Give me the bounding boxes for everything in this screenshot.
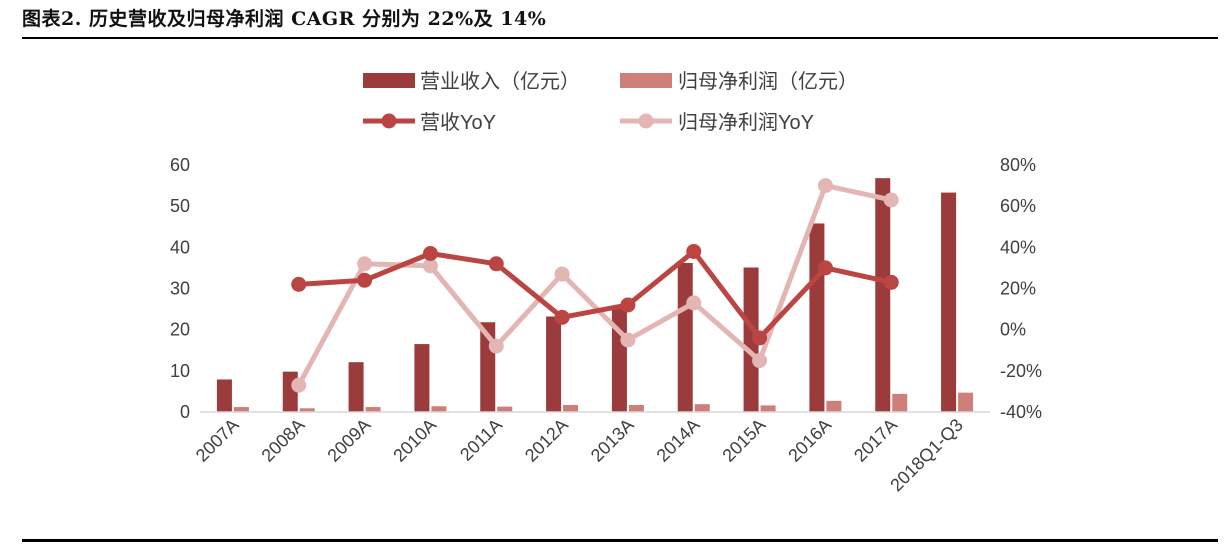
profit-yoy-point [752,353,768,369]
top-rule [22,37,1218,39]
right-tick-label: 20% [1000,279,1036,299]
revenue-yoy-point [291,276,307,292]
profit-bar [563,405,579,412]
right-tick-label: 80% [1000,155,1036,175]
legend-swatch-revenue [363,73,415,88]
legend: 营业收入（亿元） 归母净利润（亿元） 营收YoY 归母净利润YoY [363,70,858,134]
x-tick-label: 2010A [389,415,440,466]
bars [216,178,974,412]
x-tick-label: 2009A [323,415,374,466]
revenue-yoy-point [686,243,702,259]
revenue-bar [941,192,957,412]
revenue-yoy-point [752,330,768,346]
revenue-bar [348,362,364,412]
profit-yoy-point [817,178,833,194]
left-tick-label: 60 [170,155,190,175]
revenue-bar [677,262,693,412]
profit-bar [694,404,710,412]
profit-bar [958,392,974,412]
profit-bar [431,406,447,412]
revenue-yoy-point [883,274,899,290]
x-tick-label: 2015A [718,415,769,466]
x-tick-label: 2017A [850,415,901,466]
right-tick-label: 60% [1000,196,1036,216]
left-tick-label: 10 [170,361,190,381]
profit-yoy-point [488,338,504,354]
profit-yoy-point [620,332,636,348]
legend-swatch-profit [620,73,672,88]
revenue-yoy-line [296,248,894,341]
revenue-bar [809,223,825,412]
profit-bar [365,407,381,412]
x-tick-label: 2014A [653,415,704,466]
left-tick-label: 40 [170,237,190,257]
profit-bar [233,407,249,412]
x-tick-label: 2013A [587,415,638,466]
x-tick-label: 2008A [258,415,309,466]
profit-yoy-point [357,256,373,272]
revenue-bar [546,316,562,412]
right-axis: -40% -20% 0% 20% 40% 60% 80% [1000,155,1042,422]
x-tick-label: 2007A [192,415,243,466]
lines [291,178,899,393]
left-tick-label: 30 [170,279,190,299]
profit-bar [497,406,513,412]
right-tick-label: 40% [1000,237,1036,257]
profit-bar [760,405,776,412]
profit-bar [299,408,315,412]
left-tick-label: 50 [170,196,190,216]
profit-bar [628,405,644,412]
right-tick-label: -40% [1000,402,1042,422]
legend-marker-profit-yoy [638,113,654,129]
revenue-yoy-point [357,272,373,288]
revenue-bar [743,267,759,412]
figure-title: 图表2. 历史营收及归母净利润 CAGR 分别为 22%及 14% [22,8,547,30]
revenue-yoy-point [488,256,504,272]
legend-label-revenue: 营业收入（亿元） [420,70,580,93]
profit-yoy-line [296,183,894,388]
revenue-bar [216,379,232,412]
right-tick-label: -20% [1000,361,1042,381]
profit-bar [826,400,842,412]
x-tick-label: 2011A [456,415,506,465]
x-axis: 2007A 2008A 2009A 2010A 2011A 2012A 2013A 2014A… [192,411,990,495]
legend-label-revenue-yoy: 营收YoY [420,111,496,134]
legend-label-profit-yoy: 归母净利润YoY [678,111,814,134]
profit-yoy-point [554,266,570,282]
bottom-rule [22,539,1218,542]
profit-yoy-point [883,192,899,208]
profit-yoy-point [422,258,438,274]
revenue-bar [414,344,430,412]
revenue-yoy-point [554,309,570,325]
left-tick-label: 0 [180,402,190,422]
left-axis: 0 10 20 30 40 50 60 [170,155,190,422]
revenue-bar [611,305,627,412]
x-tick-label: 2016A [784,415,835,466]
profit-yoy-point [291,377,307,393]
revenue-yoy-point [620,297,636,313]
profit-yoy-point [686,295,702,311]
profit-bar [892,393,908,412]
revenue-bar [875,178,891,412]
left-tick-label: 20 [170,320,190,340]
revenue-yoy-point [817,260,833,276]
x-tick-label: 2012A [521,415,572,466]
legend-marker-revenue-yoy [381,113,397,129]
legend-label-profit: 归母净利润（亿元） [678,70,858,93]
right-tick-label: 0% [1000,320,1026,340]
revenue-yoy-point [422,246,438,262]
